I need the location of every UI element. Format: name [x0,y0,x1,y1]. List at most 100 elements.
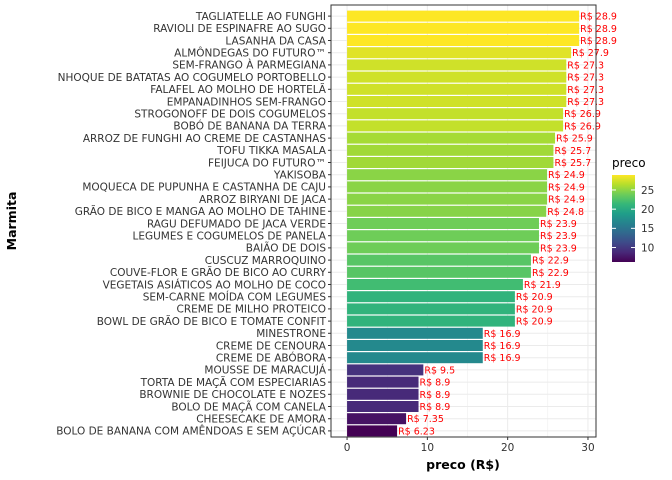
y-tick-label: NHOQUE DE BATATAS AO COGUMELO PORTOBELLO [58,72,326,84]
bar [347,218,539,229]
y-tick-label: VEGETAIS ASIÁTICOS AO MOLHO DE COCO [103,278,326,291]
bar [347,230,539,242]
bar [347,108,564,120]
bar [347,327,483,339]
y-tick-label: BOLO DE BANANA COM AMÊNDOAS E SEM AÇÚCAR [56,425,326,438]
y-tick-label: COUVE-FLOR E GRÃO DE BICO AO CURRY [110,266,327,279]
data-label: R$ 25.7 [554,146,591,157]
data-label: R$ 26.9 [564,121,601,132]
bar [347,47,572,59]
bar [347,388,419,400]
y-tick-label: CREME DE CENOURA [216,340,327,352]
x-tick-label: 10 [421,442,434,454]
legend-title: preco [612,156,646,170]
data-label: R$ 25.9 [556,134,593,145]
y-tick-label: CHEESECAKE DE AMORA [196,414,327,426]
y-tick-label: RAVIOLI DE ESPINAFRE AO SUGO [153,23,326,35]
bar [347,254,531,266]
bar [347,291,515,303]
data-label: R$ 20.9 [516,317,553,328]
data-label: R$ 28.9 [580,36,617,47]
legend-ticks: 10 15 20 25 [612,185,654,254]
data-label: R$ 26.9 [564,109,601,120]
bar [347,303,515,315]
bar [347,279,523,290]
bar [347,59,567,71]
color-legend: preco 10 15 20 25 [612,156,654,262]
data-label: R$ 8.9 [420,378,451,389]
bar [347,352,483,364]
data-labels: R$ 28.9R$ 28.9R$ 28.9R$ 27.9R$ 27.3R$ 27… [398,12,617,438]
y-tick-label: CUSCUZ MARROQUINO [205,255,326,267]
y-tick-label: CREME DE MILHO PROTEICO [177,304,327,316]
data-label: R$ 7.35 [407,414,444,425]
y-tick-label: LASANHA DA CASA [225,35,326,47]
bar [347,35,580,46]
data-label: R$ 6.23 [398,426,435,437]
bar [347,22,580,34]
y-tick-label: BOLO DE MAÇÃ COM CANELA [171,400,326,413]
legend-tick-label: 10 [641,242,654,254]
y-tick-label: STROGONOFF DE DOIS COGUMELOS [134,109,326,121]
bar [347,120,564,132]
bar [347,413,407,425]
legend-tick-label: 25 [641,185,654,197]
legend-colorbar [612,175,635,262]
bar [347,205,547,217]
data-label: R$ 16.9 [484,329,521,340]
y-tick-label: BROWNIE DE CHOCOLATE E NOZES [139,389,326,401]
data-label: R$ 21.9 [524,280,561,291]
data-label: R$ 24.9 [548,170,585,181]
data-label: R$ 22.9 [532,256,569,267]
bar [347,169,548,181]
y-tick-label: SEM-FRANGO À PARMEGIANA [172,59,326,72]
bar [347,193,548,205]
bar [347,401,419,412]
y-tick-label: CREME DE ABÓBORA [216,352,327,365]
data-label: R$ 27.3 [567,85,604,96]
y-tick-label: ARROZ DE FUNGHI AO CREME DE CASTANHAS [83,133,327,145]
bar [347,266,531,278]
bar [347,132,556,144]
data-label: R$ 28.9 [580,24,617,35]
bar [347,83,567,95]
data-label: R$ 27.3 [567,97,604,108]
y-tick-label: BAIÃO DE DOIS [246,242,327,255]
bar [347,144,554,156]
y-tick-label: TORTA DE MAÇÃ COM ESPECIARIAS [140,376,327,389]
y-tick-label: BOWL DE GRÃO DE BICO E TOMATE CONFIT [97,315,327,328]
bar [347,96,567,107]
bar [347,10,580,22]
data-label: R$ 24.9 [548,182,585,193]
bar [347,157,554,168]
x-axis-tick-labels: 0 10 20 30 [344,437,595,454]
data-label: R$ 27.3 [567,73,604,84]
data-label: R$ 23.9 [540,243,577,254]
data-label: R$ 16.9 [484,341,521,352]
bar [347,340,483,351]
y-axis-title: Marmita [4,192,19,251]
legend-tick-label: 20 [641,204,654,216]
y-tick-label: ALMÔNDEGAS DO FUTURO™ [174,47,326,60]
y-tick-label: TOFU TIKKA MASALA [216,145,327,157]
y-tick-label: MOQUECA DE PUPUNHA E CASTANHA DE CAJU [82,182,326,194]
x-axis-title: preco (R$) [426,457,500,472]
bar [347,425,398,437]
data-label: R$ 28.9 [580,12,617,23]
data-label: R$ 20.9 [516,292,553,303]
bar [347,242,539,254]
data-label: R$ 20.9 [516,304,553,315]
data-label: R$ 25.7 [554,158,591,169]
y-tick-label: SEM-CARNE MOÍDA COM LEGUMES [143,291,327,304]
bar [347,364,424,376]
data-label: R$ 8.9 [420,402,451,413]
data-label: R$ 16.9 [484,353,521,364]
data-label: R$ 8.9 [420,390,451,401]
data-label: R$ 27.9 [572,48,609,59]
y-tick-label: YAKISOBA [273,170,327,182]
bar [347,181,548,193]
y-tick-label: FEIJUCA DO FUTURO™ [208,157,326,169]
data-label: R$ 23.9 [540,219,577,230]
data-label: R$ 9.5 [424,365,455,376]
